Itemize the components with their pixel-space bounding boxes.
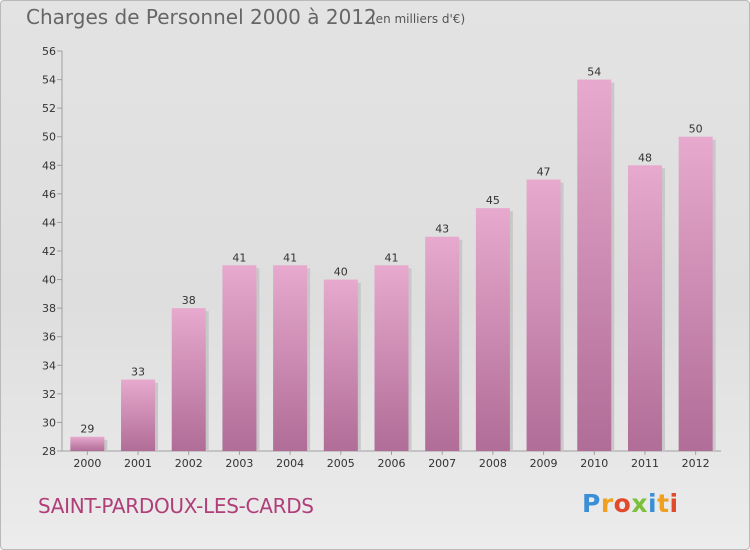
- bar-group: [374, 265, 412, 451]
- bar-group: [323, 279, 361, 451]
- x-tick-label: 2012: [682, 457, 710, 470]
- bar-group: [222, 265, 260, 451]
- y-tick-label: 34: [42, 359, 56, 372]
- x-tick-label: 2006: [378, 457, 406, 470]
- data-label: 29: [80, 423, 94, 436]
- data-label: 43: [435, 223, 449, 236]
- y-tick-label: 32: [42, 388, 56, 401]
- bar: [70, 436, 105, 451]
- logo-letter: x: [631, 489, 648, 518]
- data-label: 48: [638, 151, 652, 164]
- bar: [577, 79, 612, 452]
- data-label: 54: [587, 66, 601, 79]
- data-label: 33: [131, 366, 145, 379]
- x-tick-label: 2004: [276, 457, 304, 470]
- bar-group: [425, 236, 463, 451]
- bar: [475, 208, 510, 451]
- logo-letter: i: [648, 489, 658, 518]
- bar: [323, 279, 358, 451]
- y-tick-label: 40: [42, 274, 56, 287]
- data-label: 41: [232, 251, 246, 264]
- logo-letter: r: [600, 489, 614, 518]
- bar: [171, 308, 206, 451]
- data-label: 40: [334, 266, 348, 279]
- bar-group: [577, 79, 615, 452]
- x-tick-label: 2008: [479, 457, 507, 470]
- x-tick-label: 2001: [124, 457, 152, 470]
- bar-group: [273, 265, 311, 451]
- x-tick-label: 2011: [631, 457, 659, 470]
- y-tick-label: 56: [42, 45, 56, 58]
- x-tick-label: 2000: [73, 457, 101, 470]
- x-tick-label: 2002: [175, 457, 203, 470]
- bar: [121, 379, 156, 451]
- x-tick-label: 2010: [580, 457, 608, 470]
- bar-group: [70, 436, 108, 451]
- bar-group: [171, 308, 209, 451]
- bar-group: [627, 165, 665, 452]
- y-tick-label: 46: [42, 188, 56, 201]
- y-tick-label: 28: [42, 445, 56, 458]
- x-tick-label: 2007: [428, 457, 456, 470]
- x-tick-label: 2005: [327, 457, 355, 470]
- chart-subtitle: (en milliers d'€): [371, 12, 466, 26]
- bar-group: [121, 379, 159, 451]
- bar: [374, 265, 409, 451]
- x-tick-label: 2009: [530, 457, 558, 470]
- y-tick-label: 54: [42, 74, 56, 87]
- y-tick-label: 36: [42, 331, 56, 344]
- y-tick-label: 38: [42, 302, 56, 315]
- data-label: 41: [283, 251, 297, 264]
- chart-title: Charges de Personnel 2000 à 2012: [26, 5, 377, 29]
- proxiti-logo: Proxiti: [582, 489, 679, 518]
- bar-group: [678, 136, 716, 451]
- bar: [627, 165, 662, 452]
- y-tick-label: 48: [42, 159, 56, 172]
- x-tick-label: 2003: [225, 457, 253, 470]
- bar-group: [526, 179, 564, 452]
- labels: 29 33 38 41 41 40 41 43 45 47 54 48 50: [80, 66, 702, 436]
- y-tick-label: 44: [42, 216, 56, 229]
- bar: [425, 236, 460, 451]
- bar: [678, 136, 713, 451]
- axes: 28 30 32 34 36 38 40 42 44 46 48 50 52 54 56 2000 2001 20…: [42, 45, 721, 470]
- y-tick-label: 30: [42, 416, 56, 429]
- bars: [70, 79, 716, 452]
- bar: [526, 179, 561, 452]
- data-label: 47: [537, 166, 551, 179]
- logo-letter: i: [669, 489, 679, 518]
- data-label: 41: [385, 251, 399, 264]
- data-label: 45: [486, 194, 500, 207]
- logo-letter: t: [657, 489, 670, 518]
- y-tick-label: 52: [42, 102, 56, 115]
- commune-name: SAINT-PARDOUX-LES-CARDS: [38, 494, 314, 518]
- logo-letter: o: [613, 489, 632, 518]
- data-label: 50: [689, 123, 703, 136]
- bar: [273, 265, 308, 451]
- bar: [222, 265, 257, 451]
- data-label: 38: [182, 294, 196, 307]
- bar-group: [475, 208, 513, 451]
- y-tick-label: 42: [42, 245, 56, 258]
- y-tick-label: 50: [42, 131, 56, 144]
- logo-letter: P: [582, 489, 601, 518]
